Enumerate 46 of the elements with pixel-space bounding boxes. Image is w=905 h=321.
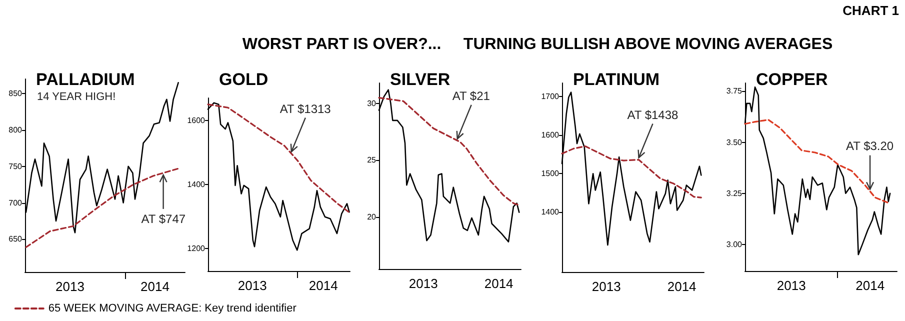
y-tick-label: 3.25 [726, 188, 743, 198]
y-tick-label: 700 [8, 198, 23, 208]
line-series [207, 104, 350, 214]
chart-title: SILVER [390, 70, 450, 89]
x-tick-label: 2013 [408, 276, 438, 291]
y-tick-label: 30 [367, 98, 377, 108]
annotation: AT $3.20 [846, 139, 894, 154]
y-tick-label: 750 [8, 162, 23, 171]
text: WORST PART IS OVER?... TURNING BULLISH ABOVE MOVING AVERAGES [241, 36, 834, 54]
caption: CHART 1 [842, 3, 899, 18]
x-tick-label: 2014 [856, 278, 885, 293]
y-tick-label: 3.00 [726, 240, 743, 249]
y-tick-label: 800 [8, 125, 23, 134]
x-tick-label: 2013 [592, 279, 621, 294]
y-tick-label: 1500 [541, 169, 560, 178]
y-tick-label: 3.50 [726, 138, 743, 147]
chart-title: GOLD [219, 70, 268, 89]
annotation: 14 YEAR HIGH! [37, 91, 116, 103]
x-tick-label: 2014 [667, 279, 696, 294]
y-tick-label: 3.75 [726, 86, 743, 96]
y-tick-label: 25 [367, 156, 377, 165]
y-tick-label: 650 [8, 234, 23, 244]
x-tick-label: 2014 [308, 278, 338, 293]
chart-title: PLATINUM [573, 70, 660, 89]
annotation: AT $1313 [280, 102, 331, 116]
x-tick-label: 2014 [484, 276, 514, 291]
y-tick-label: 1700 [541, 92, 560, 101]
annotation: AT $21 [452, 88, 490, 103]
chart-title: COPPER [756, 70, 828, 89]
line-series [561, 145, 702, 198]
y-tick-label: 1200 [187, 244, 206, 254]
y-tick-label: 1400 [541, 208, 560, 217]
y-tick-label: 1600 [187, 116, 206, 125]
chart-title: PALLADIUM [36, 70, 135, 89]
legend-label: 65 WEEK MOVING AVERAGE: Key trend identifier [48, 302, 297, 314]
y-tick-label: 1400 [187, 180, 206, 189]
line-series [744, 118, 891, 204]
x-tick-label: 2013 [238, 278, 267, 293]
y-tick-label: 20 [367, 212, 377, 222]
y-tick-label: 850 [8, 89, 23, 98]
annotation: AT $747 [141, 212, 186, 226]
y-tick-label: 1600 [541, 130, 560, 140]
x-tick-label: 2013 [56, 279, 84, 294]
x-tick-label: 2014 [140, 279, 170, 294]
annotation: AT $1438 [627, 108, 678, 122]
x-tick-label: 2013 [776, 278, 806, 293]
